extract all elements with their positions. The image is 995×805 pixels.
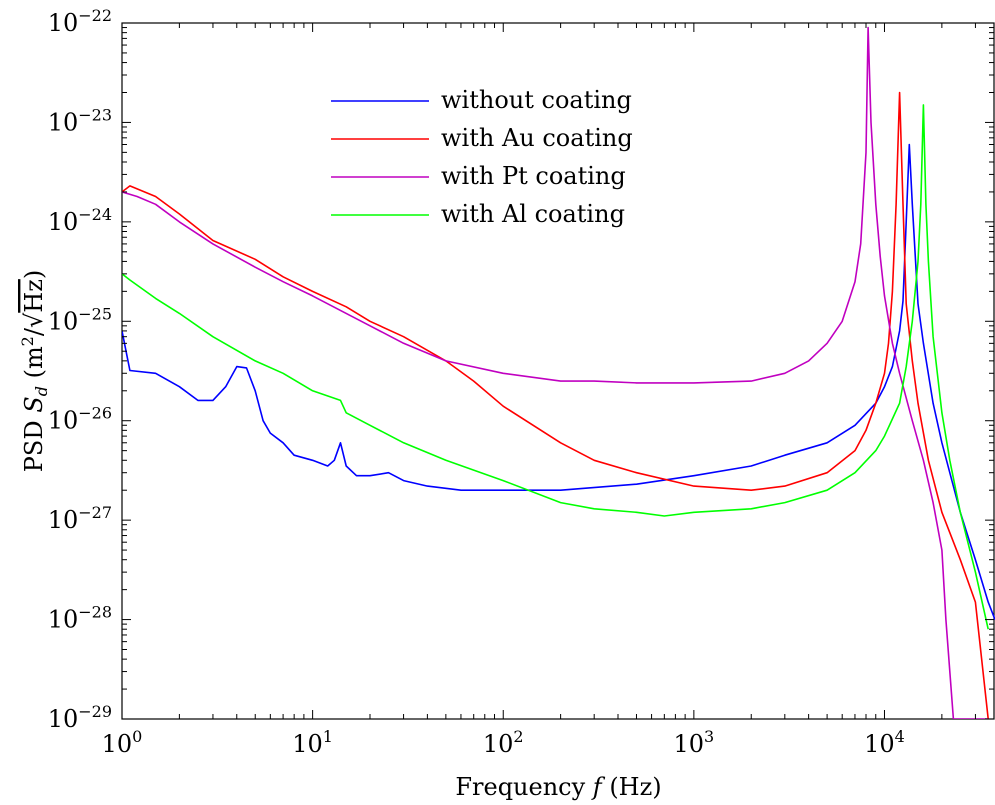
x-tick-label-base: 10 [483, 730, 514, 758]
series-line-2 [122, 26, 989, 719]
plot-frame [121, 22, 995, 720]
x-tick-label-exp: 0 [132, 727, 142, 746]
y-axis-title-unit: Hz [20, 279, 48, 313]
plot-area [121, 22, 995, 720]
legend-label-1: with Au coating [441, 124, 633, 152]
y-tick-label-base: 10 [48, 705, 79, 733]
x-tick-label-exp: 4 [895, 727, 905, 746]
legend-label-2: with Pt coating [441, 162, 626, 190]
y-axis-title-slash: / [20, 327, 48, 336]
y-tick-label-exp: −28 [78, 603, 112, 622]
legend: without coating with Au coating with Pt co… [331, 86, 633, 228]
y-tick-label: 10−22 [48, 6, 112, 37]
y-tick-label-base: 10 [48, 307, 79, 335]
y-tick-label-base: 10 [48, 208, 79, 236]
y-tick-label-exp: −26 [78, 404, 112, 423]
x-tick-label: 100 [102, 727, 143, 758]
y-axis-title-var: S [20, 396, 48, 412]
y-tick-label: 10−28 [48, 603, 112, 634]
y-axis-title-sub: d [32, 386, 51, 396]
series-line-0 [122, 143, 995, 620]
y-axis-title-prefix: PSD [20, 413, 48, 472]
y-tick-label: 10−24 [48, 205, 112, 236]
y-axis-title-sqrt: √ [20, 312, 48, 328]
x-tick-label-base: 10 [102, 730, 133, 758]
x-axis-title: Frequency f (Hz) [455, 773, 661, 801]
y-axis-title: PSD Sd (m2/√Hz) [18, 270, 51, 472]
y-tick-label-exp: −22 [78, 6, 112, 25]
y-axis-title-open: (m [20, 346, 48, 386]
y-tick-label-exp: −25 [78, 304, 112, 323]
ticks-layer [121, 22, 994, 720]
series-line-3 [122, 104, 989, 630]
x-tick-label-base: 10 [292, 730, 323, 758]
y-tick-label-exp: −27 [78, 503, 112, 522]
y-tick-label: 10−29 [48, 702, 112, 733]
x-axis-title-suffix: (Hz) [602, 773, 662, 801]
x-axis-title-prefix: Frequency [455, 773, 592, 801]
series-line-1 [122, 91, 989, 719]
y-tick-label: 10−27 [48, 503, 112, 534]
x-tick-label: 103 [673, 727, 714, 758]
y-tick-label-exp: −23 [78, 105, 112, 124]
x-tick-label-exp: 2 [513, 727, 523, 746]
y-tick-label-base: 10 [48, 407, 79, 435]
y-axis-title-close: ) [20, 270, 48, 279]
y-tick-label-exp: −29 [78, 702, 112, 721]
x-tick-label: 101 [292, 727, 333, 758]
y-tick-label-exp: −24 [78, 205, 112, 224]
x-tick-label: 104 [864, 727, 905, 758]
y-tick-label-base: 10 [48, 506, 79, 534]
x-tick-label-exp: 3 [704, 727, 714, 746]
x-tick-labels: 100 101 102 103 104 [102, 727, 905, 758]
legend-label-0: without coating [441, 86, 632, 114]
legend-label-3: with Al coating [441, 200, 625, 228]
x-tick-label-base: 10 [864, 730, 895, 758]
series-layer [122, 26, 995, 719]
x-tick-label: 102 [483, 727, 524, 758]
y-axis-title-sup: 2 [18, 336, 37, 346]
y-tick-label-base: 10 [48, 9, 79, 37]
y-tick-label-base: 10 [48, 606, 79, 634]
y-tick-label: 10−25 [48, 304, 112, 335]
x-tick-label-exp: 1 [323, 727, 333, 746]
x-tick-label-base: 10 [673, 730, 704, 758]
y-tick-label: 10−23 [48, 105, 112, 136]
y-tick-label: 10−26 [48, 404, 112, 435]
y-tick-label-base: 10 [48, 108, 79, 136]
